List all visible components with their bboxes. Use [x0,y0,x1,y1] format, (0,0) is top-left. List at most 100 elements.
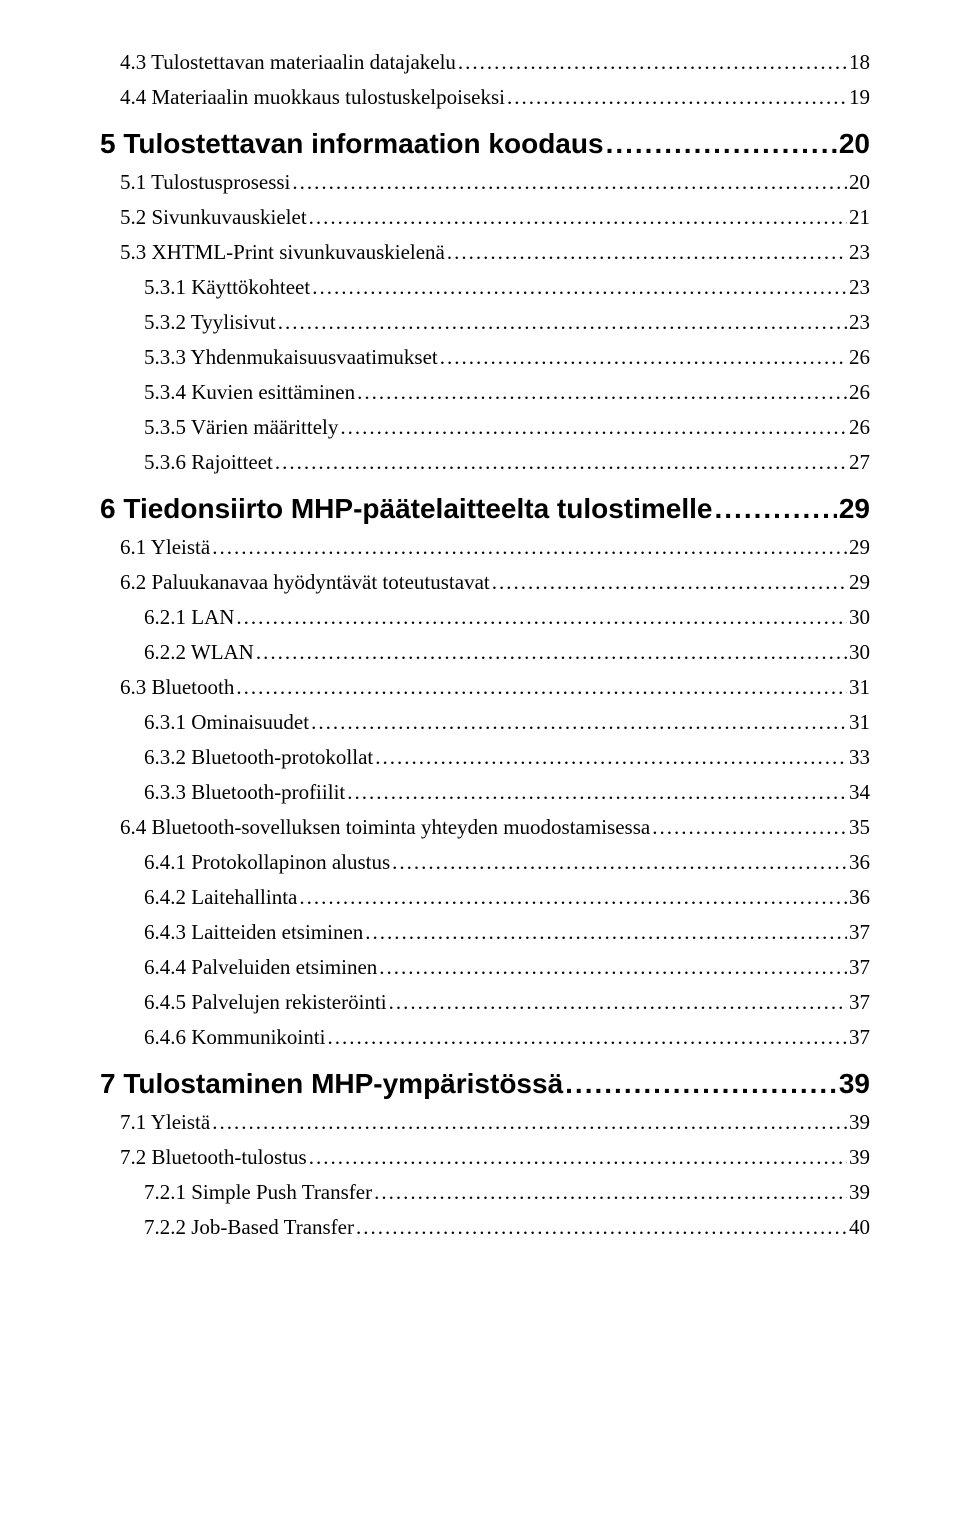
toc-entry: 7.2.2 Job-Based Transfer 40 [144,1215,870,1240]
toc-leader [715,493,837,525]
toc-entry: 5.3 XHTML-Print sivunkuvauskielenä 23 [120,240,870,265]
toc-label: 6.1 Yleistä [120,535,210,560]
toc-leader [340,415,847,440]
toc-entry: 6.4.6 Kommunikointi 37 [144,1025,870,1050]
toc-pagenum: 33 [849,745,870,770]
toc-leader [447,240,847,265]
toc-entry: 6.4.1 Protokollapinon alustus 36 [144,850,870,875]
toc-leader [565,1068,837,1100]
toc-label: 6.4.6 Kommunikointi [144,1025,325,1050]
toc-label: 6.4.3 Laitteiden etsiminen [144,920,363,945]
toc-entry: 6.1 Yleistä 29 [120,535,870,560]
toc-leader [236,605,847,630]
toc-leader [652,815,847,840]
toc-label: 7 Tulostaminen MHP-ympäristössä [100,1068,563,1100]
toc-leader [357,380,847,405]
toc-leader [256,640,847,665]
toc-page: 4.3 Tulostettavan materiaalin datajakelu… [0,0,960,1290]
toc-label: 4.3 Tulostettavan materiaalin datajakelu [120,50,456,75]
toc-entry: 6.2.2 WLAN 30 [144,640,870,665]
toc-entry: 7.2 Bluetooth-tulostus 39 [120,1145,870,1170]
toc-pagenum: 37 [849,955,870,980]
toc-pagenum: 29 [849,535,870,560]
toc-leader [458,50,847,75]
toc-leader [309,1145,847,1170]
toc-pagenum: 40 [849,1215,870,1240]
toc-label: 6.4.4 Palveluiden etsiminen [144,955,377,980]
toc-label: 6.4.5 Palvelujen rekisteröinti [144,990,387,1015]
toc-label: 6.4 Bluetooth-sovelluksen toiminta yhtey… [120,815,650,840]
toc-pagenum: 21 [849,205,870,230]
toc-label: 5.3.3 Yhdenmukaisuusvaatimukset [144,345,438,370]
toc-pagenum: 29 [839,493,870,525]
toc-pagenum: 31 [849,710,870,735]
toc-entry: 6.4 Bluetooth-sovelluksen toiminta yhtey… [120,815,870,840]
toc-entry: 5.2 Sivunkuvauskielet 21 [120,205,870,230]
toc-leader [299,885,847,910]
toc-pagenum: 30 [849,640,870,665]
toc-entry: 5.3.6 Rajoitteet 27 [144,450,870,475]
toc-pagenum: 37 [849,990,870,1015]
toc-entry: 7.1 Yleistä 39 [120,1110,870,1135]
toc-entry: 5.3.2 Tyylisivut 23 [144,310,870,335]
toc-label: 4.4 Materiaalin muokkaus tulostuskelpois… [120,85,505,110]
toc-entry: 6.2 Paluukanavaa hyödyntävät toteutustav… [120,570,870,595]
toc-leader [212,535,847,560]
toc-entry: 6.4.2 Laitehallinta 36 [144,885,870,910]
toc-label: 5 Tulostettavan informaation koodaus [100,128,604,160]
toc-pagenum: 37 [849,1025,870,1050]
toc-pagenum: 19 [849,85,870,110]
toc-label: 6.2 Paluukanavaa hyödyntävät toteutustav… [120,570,490,595]
toc-pagenum: 27 [849,450,870,475]
toc-leader [392,850,847,875]
toc-pagenum: 39 [839,1068,870,1100]
toc-label: 6.4.2 Laitehallinta [144,885,297,910]
toc-pagenum: 39 [849,1110,870,1135]
toc-label: 6.3 Bluetooth [120,675,234,700]
toc-entry: 5.3.5 Värien määrittely 26 [144,415,870,440]
toc-pagenum: 39 [849,1180,870,1205]
toc-pagenum: 23 [849,240,870,265]
toc-label: 6.4.1 Protokollapinon alustus [144,850,390,875]
toc-leader [356,1215,847,1240]
toc-label: 5.2 Sivunkuvauskielet [120,205,307,230]
toc-label: 5.3 XHTML-Print sivunkuvauskielenä [120,240,445,265]
toc-leader [365,920,847,945]
toc-entry: 6.3 Bluetooth 31 [120,675,870,700]
toc-label: 5.3.4 Kuvien esittäminen [144,380,355,405]
toc-leader [309,205,847,230]
toc-label: 7.2 Bluetooth-tulostus [120,1145,307,1170]
toc-pagenum: 36 [849,885,870,910]
toc-pagenum: 20 [839,128,870,160]
toc-pagenum: 37 [849,920,870,945]
toc-label: 5.3.1 Käyttökohteet [144,275,310,300]
toc-pagenum: 23 [849,275,870,300]
toc-pagenum: 36 [849,850,870,875]
toc-pagenum: 26 [849,415,870,440]
toc-entry: 6.4.4 Palveluiden etsiminen 37 [144,955,870,980]
toc-entry: 6.3.1 Ominaisuudet 31 [144,710,870,735]
toc-pagenum: 39 [849,1145,870,1170]
toc-leader [292,170,847,195]
toc-leader [440,345,847,370]
toc-entry: 6.4.3 Laitteiden etsiminen 37 [144,920,870,945]
toc-pagenum: 26 [849,345,870,370]
toc-label: 5.3.6 Rajoitteet [144,450,273,475]
toc-pagenum: 31 [849,675,870,700]
toc-leader [275,450,847,475]
toc-label: 6 Tiedonsiirto MHP-päätelaitteelta tulos… [100,493,713,525]
toc-heading: 7 Tulostaminen MHP-ympäristössä 39 [100,1068,870,1100]
toc-entry: 5.1 Tulostusprosessi 20 [120,170,870,195]
toc-leader [375,745,847,770]
toc-label: 6.2.2 WLAN [144,640,254,665]
toc-label: 7.2.1 Simple Push Transfer [144,1180,372,1205]
toc-label: 7.2.2 Job-Based Transfer [144,1215,354,1240]
toc-pagenum: 29 [849,570,870,595]
toc-label: 6.3.2 Bluetooth-protokollat [144,745,373,770]
toc-label: 6.2.1 LAN [144,605,234,630]
toc-leader [606,128,837,160]
toc-entry: 6.2.1 LAN 30 [144,605,870,630]
toc-label: 5.3.2 Tyylisivut [144,310,276,335]
toc-leader [327,1025,847,1050]
toc-entry: 7.2.1 Simple Push Transfer 39 [144,1180,870,1205]
